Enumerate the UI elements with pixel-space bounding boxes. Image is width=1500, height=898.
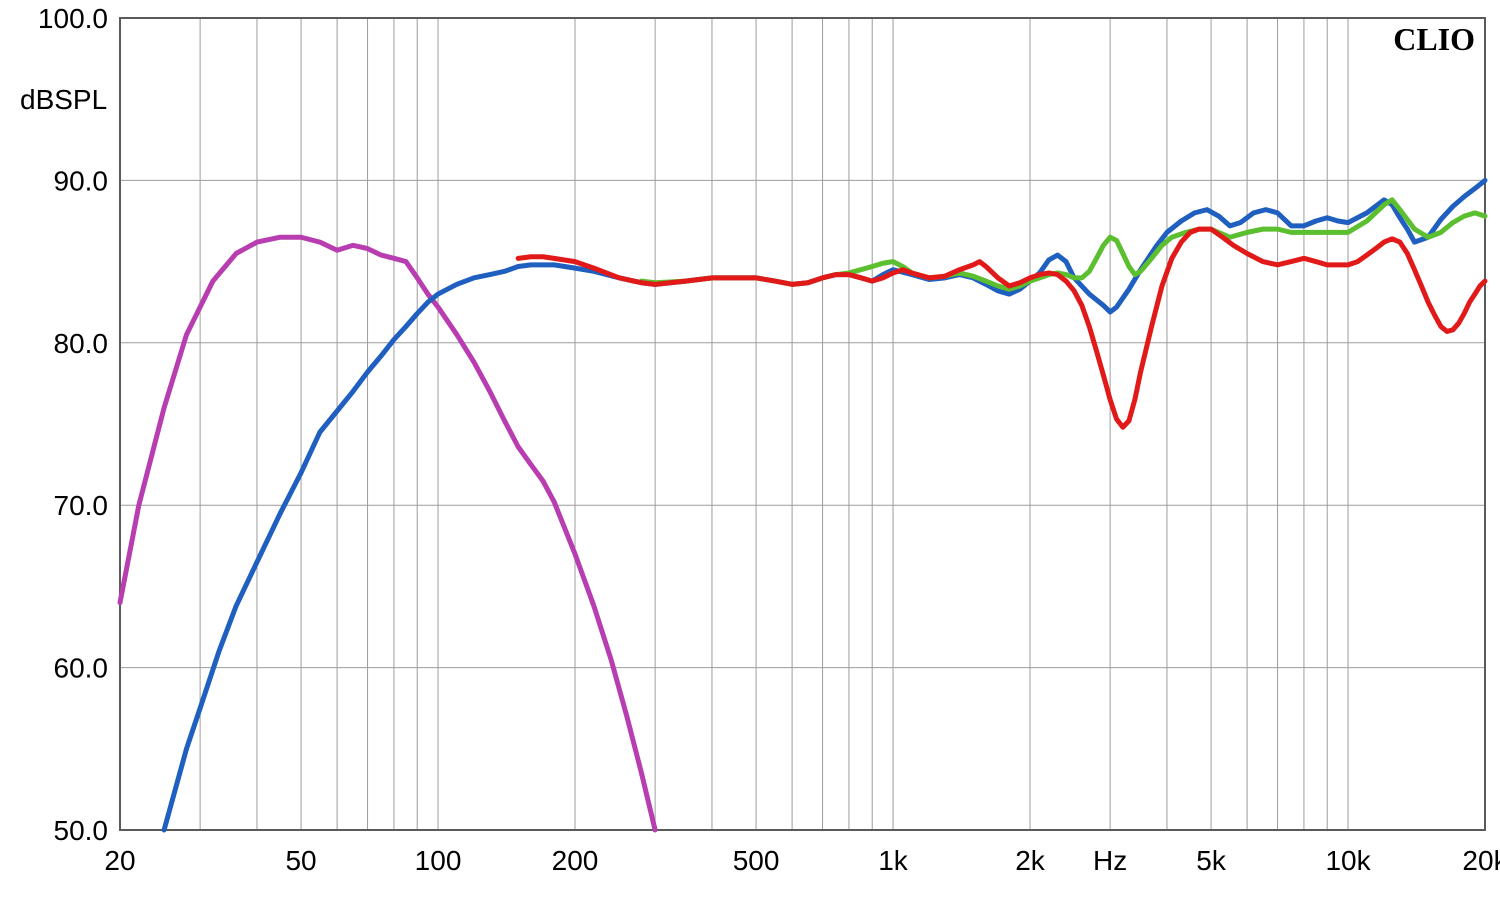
x-tick-label: 20k: [1462, 845, 1500, 876]
x-tick-label: 20: [104, 845, 135, 876]
x-tick-label: 50: [285, 845, 316, 876]
x-tick-label: 5k: [1196, 845, 1227, 876]
y-tick-label: 90.0: [54, 165, 109, 196]
frequency-response-chart: 50.0 60.0 70.0 80.0 90.0 100.0 dBSPL 20 50 100 200…: [0, 0, 1500, 898]
y-tick-label: 100.0: [38, 3, 108, 34]
x-tick-label: 1k: [878, 845, 909, 876]
y-tick-label: 70.0: [54, 490, 109, 521]
x-tick-label: 100: [415, 845, 462, 876]
y-axis-title: dBSPL: [20, 84, 107, 115]
x-axis-unit-label: Hz: [1093, 845, 1127, 876]
y-tick-label: 80.0: [54, 328, 109, 359]
x-tick-label: 200: [552, 845, 599, 876]
x-tick-label: 2k: [1015, 845, 1046, 876]
x-tick-label: 500: [733, 845, 780, 876]
x-tick-label: 10k: [1325, 845, 1371, 876]
y-tick-label: 50.0: [54, 815, 109, 846]
y-tick-label: 60.0: [54, 653, 109, 684]
chart-svg: 50.0 60.0 70.0 80.0 90.0 100.0 dBSPL 20 50 100 200…: [0, 0, 1500, 898]
watermark: CLIO: [1393, 21, 1475, 57]
